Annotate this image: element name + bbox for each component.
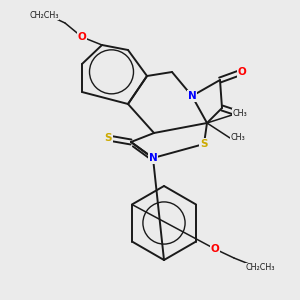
Text: S: S xyxy=(104,133,112,143)
Text: CH₃: CH₃ xyxy=(231,134,245,142)
Text: N: N xyxy=(188,91,196,101)
Text: O: O xyxy=(238,110,247,120)
Text: N: N xyxy=(148,153,158,163)
Text: O: O xyxy=(78,32,86,42)
Text: CH₂CH₃: CH₂CH₃ xyxy=(245,263,275,272)
Text: CH₃: CH₃ xyxy=(232,109,247,118)
Text: CH₂CH₃: CH₂CH₃ xyxy=(29,11,59,20)
Text: O: O xyxy=(211,244,219,254)
Text: O: O xyxy=(238,67,246,77)
Text: S: S xyxy=(200,139,208,149)
